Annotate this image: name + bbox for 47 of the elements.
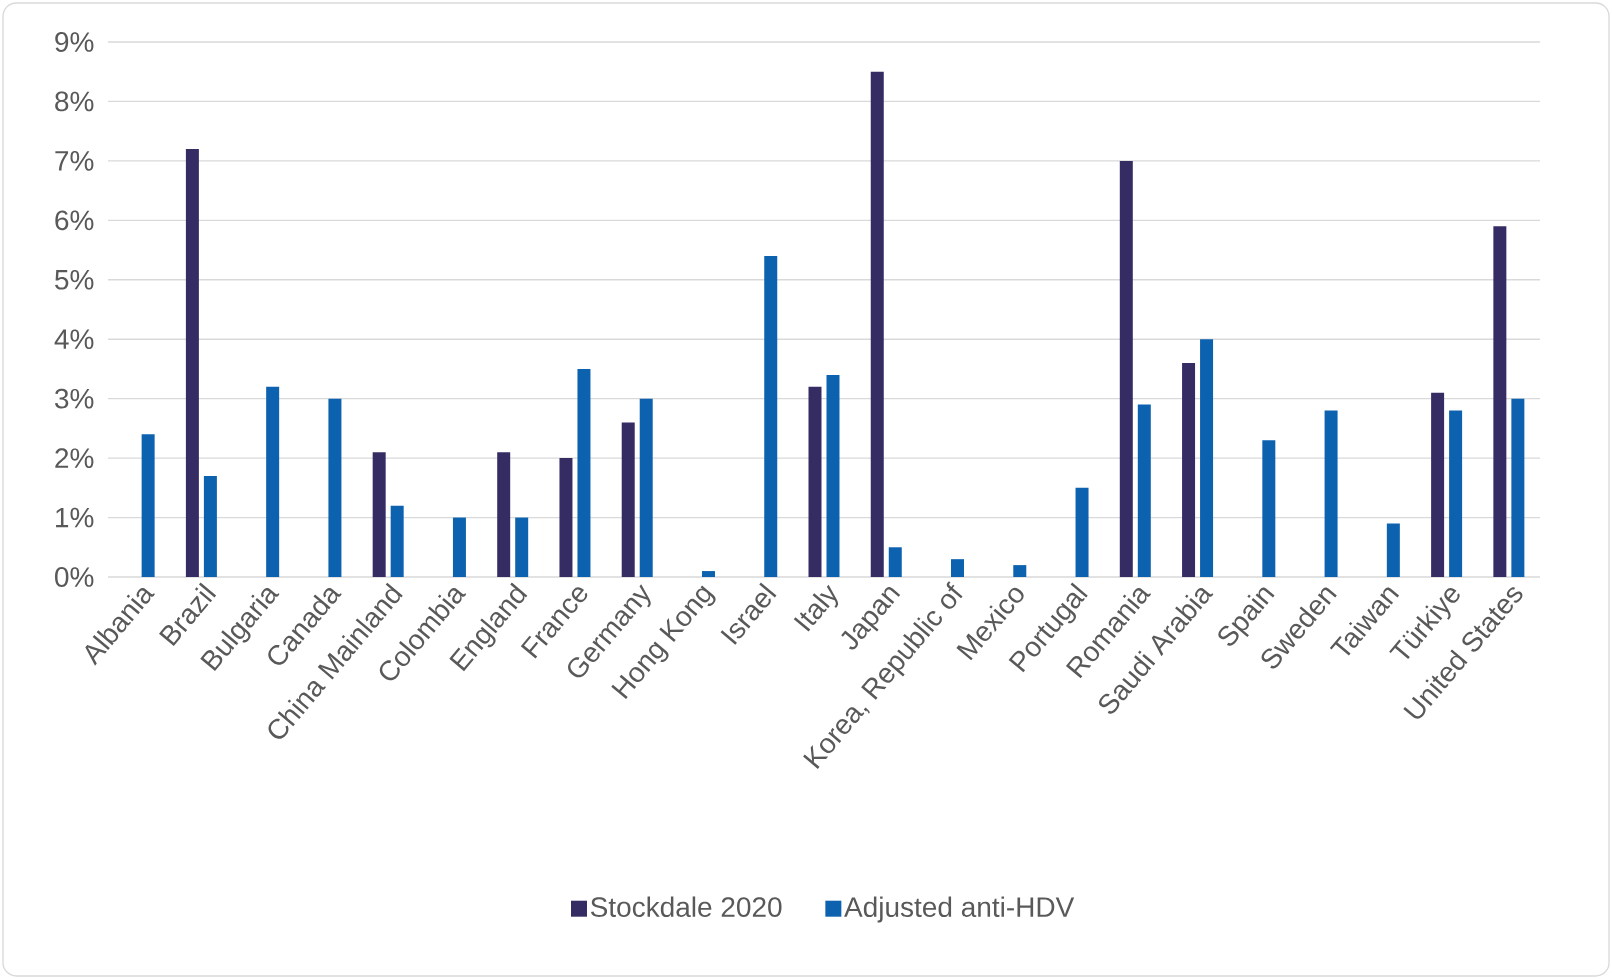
bar xyxy=(266,386,280,577)
bar xyxy=(1182,363,1196,577)
bar xyxy=(1449,410,1463,577)
y-tick-label: 6% xyxy=(55,210,94,231)
bar xyxy=(870,71,884,577)
legend-label: Adjusted anti-HDV xyxy=(844,896,1075,923)
bar xyxy=(515,517,529,577)
bar xyxy=(1137,404,1151,577)
bar xyxy=(1493,226,1507,577)
bar xyxy=(1119,160,1133,577)
bar xyxy=(951,559,965,577)
y-tick-label: 3% xyxy=(55,388,94,409)
y-tick-label: 5% xyxy=(55,269,94,290)
y-tick-label: 9% xyxy=(55,32,94,52)
bar xyxy=(1075,487,1089,577)
bar xyxy=(497,452,511,577)
y-tick-label: 2% xyxy=(55,448,94,468)
bar xyxy=(452,517,466,577)
bar xyxy=(808,386,822,577)
bar xyxy=(1511,398,1525,577)
legend-label: Stockdale 2020 xyxy=(590,896,782,918)
bar xyxy=(559,458,573,577)
bar xyxy=(141,434,155,577)
bar xyxy=(203,475,217,577)
bar xyxy=(639,398,653,577)
y-tick-label: 7% xyxy=(55,151,94,171)
bar xyxy=(1262,440,1276,577)
bar xyxy=(390,505,404,577)
x-tick-label: Italy xyxy=(793,584,839,632)
bar xyxy=(1200,339,1214,577)
y-tick-label: 4% xyxy=(54,329,94,350)
bar xyxy=(1324,410,1338,577)
bar xyxy=(701,571,715,577)
y-tick-label: 1% xyxy=(56,507,94,528)
bar xyxy=(621,422,635,577)
bar xyxy=(577,368,591,577)
y-tick-label: 8% xyxy=(55,91,94,112)
bar xyxy=(185,149,199,577)
bar xyxy=(1431,392,1445,577)
bar xyxy=(888,547,902,577)
y-tick-label: 0% xyxy=(55,567,94,587)
bar xyxy=(1013,565,1027,577)
bar xyxy=(1386,523,1400,577)
bar xyxy=(372,452,386,577)
bar xyxy=(764,256,778,577)
bar xyxy=(328,398,342,577)
bar xyxy=(826,374,840,577)
